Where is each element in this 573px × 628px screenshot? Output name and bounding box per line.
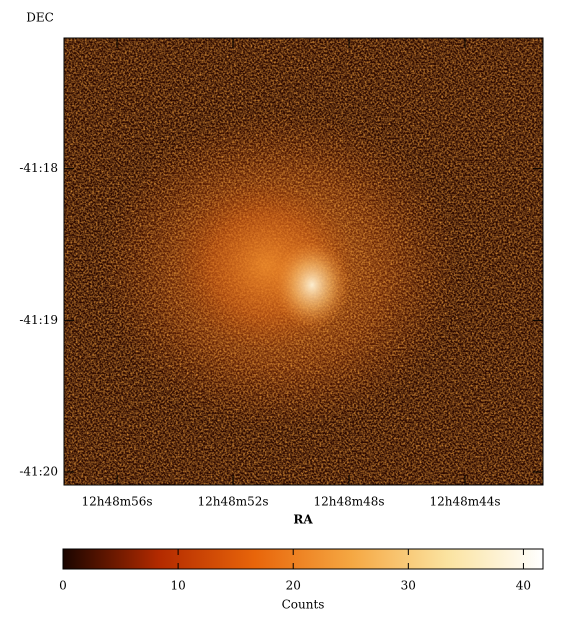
colorbar-tick-label: 0 — [59, 579, 67, 593]
x-tick-label: 12h48m48s — [313, 495, 384, 509]
colorbar-tick-label: 20 — [286, 579, 301, 593]
y-tick-label: -41:18 — [19, 161, 58, 175]
image — [64, 38, 543, 485]
colorbar-frame — [62, 548, 544, 570]
colorbar — [63, 549, 543, 569]
x-axis-label: RA — [293, 513, 313, 527]
colorbar-tick-label: 10 — [170, 579, 185, 593]
colorbar-tick-label: 40 — [516, 579, 531, 593]
colorbar-label: Counts — [282, 598, 325, 612]
x-tick-label: 12h48m44s — [429, 495, 500, 509]
y-tick-label: -41:19 — [19, 313, 58, 327]
image-frame — [63, 37, 544, 486]
x-tick-label: 12h48m52s — [198, 495, 269, 509]
x-tick-label: 12h48m56s — [82, 495, 153, 509]
colorbar-tick-label: 30 — [401, 579, 416, 593]
y-tick-label: -41:20 — [19, 464, 58, 478]
y-axis-label: DEC — [26, 11, 54, 25]
